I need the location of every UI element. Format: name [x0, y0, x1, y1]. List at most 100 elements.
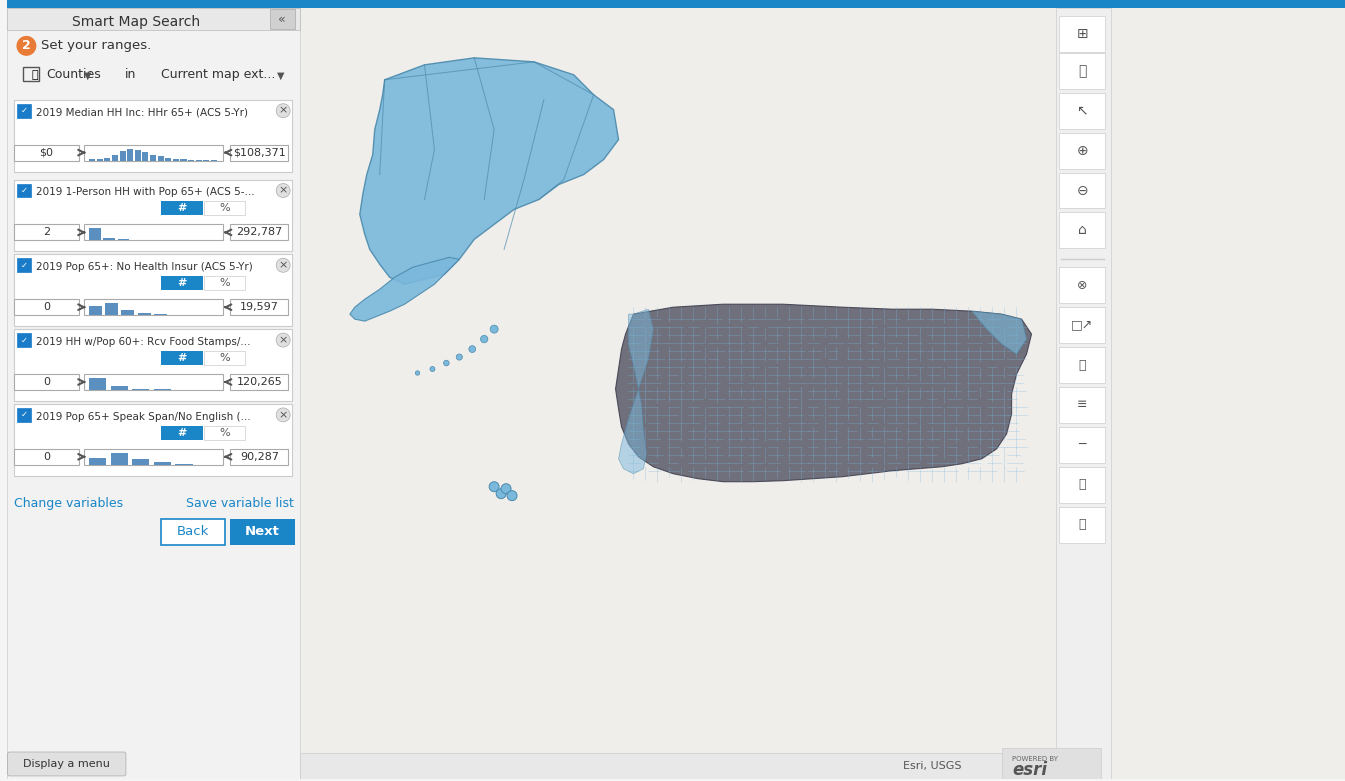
FancyBboxPatch shape	[7, 8, 300, 779]
Text: %: %	[219, 203, 230, 213]
Circle shape	[16, 36, 36, 56]
FancyBboxPatch shape	[112, 155, 118, 161]
Text: %: %	[219, 353, 230, 363]
Circle shape	[276, 104, 291, 118]
Text: ↖: ↖	[1076, 104, 1088, 118]
Circle shape	[502, 483, 511, 494]
Polygon shape	[972, 311, 1026, 354]
FancyBboxPatch shape	[89, 458, 106, 465]
Text: ⌂: ⌂	[1077, 223, 1087, 237]
FancyBboxPatch shape	[230, 519, 295, 544]
FancyBboxPatch shape	[89, 159, 95, 161]
Text: ≡: ≡	[1077, 398, 1088, 412]
Text: ⊕: ⊕	[1076, 144, 1088, 158]
FancyBboxPatch shape	[188, 159, 194, 161]
Text: ✓: ✓	[22, 106, 28, 116]
FancyBboxPatch shape	[1060, 133, 1106, 169]
FancyBboxPatch shape	[230, 224, 288, 241]
FancyBboxPatch shape	[134, 150, 141, 161]
Text: %: %	[219, 428, 230, 438]
Text: Display a menu: Display a menu	[23, 759, 110, 769]
FancyBboxPatch shape	[85, 144, 223, 161]
FancyBboxPatch shape	[104, 238, 114, 241]
FancyBboxPatch shape	[137, 313, 151, 316]
Text: 0: 0	[43, 377, 50, 387]
FancyBboxPatch shape	[85, 449, 223, 465]
FancyBboxPatch shape	[15, 299, 79, 316]
Text: Change variables: Change variables	[13, 497, 122, 510]
Text: ⊖: ⊖	[1076, 184, 1088, 198]
Text: Counties: Counties	[46, 68, 101, 81]
Circle shape	[507, 490, 516, 501]
Circle shape	[456, 354, 463, 360]
Text: %: %	[219, 278, 230, 288]
FancyBboxPatch shape	[151, 155, 156, 161]
Text: Save variable list: Save variable list	[187, 497, 295, 510]
FancyBboxPatch shape	[105, 303, 118, 316]
FancyBboxPatch shape	[17, 259, 31, 273]
Text: Smart Map Search: Smart Map Search	[71, 15, 200, 29]
Text: $0: $0	[39, 148, 54, 158]
Text: POWERED BY: POWERED BY	[1011, 756, 1057, 762]
Text: ─: ─	[1079, 438, 1085, 451]
FancyBboxPatch shape	[132, 389, 149, 390]
Text: esri: esri	[1011, 761, 1048, 779]
FancyBboxPatch shape	[89, 378, 106, 390]
Text: 0: 0	[43, 302, 50, 312]
FancyBboxPatch shape	[161, 426, 203, 440]
Text: ▼: ▼	[277, 71, 285, 80]
Polygon shape	[350, 257, 459, 321]
FancyBboxPatch shape	[203, 276, 245, 291]
Circle shape	[430, 366, 434, 372]
FancyBboxPatch shape	[161, 276, 203, 291]
FancyBboxPatch shape	[89, 305, 102, 316]
FancyBboxPatch shape	[1002, 748, 1102, 779]
Circle shape	[276, 408, 291, 422]
Text: ⊞: ⊞	[1076, 27, 1088, 41]
FancyBboxPatch shape	[270, 9, 295, 29]
Text: #: #	[178, 203, 187, 213]
Text: ×: ×	[278, 186, 288, 195]
Circle shape	[496, 489, 506, 499]
Text: Current map ext...: Current map ext...	[161, 68, 276, 81]
Text: Next: Next	[245, 525, 280, 538]
Text: 📄: 📄	[1079, 358, 1085, 372]
Text: 🚗: 🚗	[1079, 478, 1085, 491]
Polygon shape	[616, 304, 1032, 482]
Text: ✓: ✓	[22, 261, 28, 269]
FancyBboxPatch shape	[132, 458, 149, 465]
FancyBboxPatch shape	[203, 201, 245, 216]
Circle shape	[276, 259, 291, 273]
Text: ×: ×	[278, 410, 288, 420]
Text: 19,597: 19,597	[239, 302, 278, 312]
FancyBboxPatch shape	[1060, 173, 1106, 209]
Text: ✓: ✓	[22, 186, 28, 195]
FancyBboxPatch shape	[105, 159, 110, 161]
FancyBboxPatch shape	[17, 184, 31, 198]
FancyBboxPatch shape	[110, 387, 128, 390]
Text: ×: ×	[278, 335, 288, 345]
FancyBboxPatch shape	[203, 351, 245, 365]
FancyBboxPatch shape	[172, 159, 179, 161]
FancyBboxPatch shape	[1060, 53, 1106, 89]
Text: 2: 2	[22, 39, 31, 52]
FancyBboxPatch shape	[85, 224, 223, 241]
Text: 2019 HH w/Pop 60+: Rcv Food Stamps/...: 2019 HH w/Pop 60+: Rcv Food Stamps/...	[36, 337, 252, 347]
FancyBboxPatch shape	[1060, 93, 1106, 129]
Text: ✓: ✓	[22, 336, 28, 344]
FancyBboxPatch shape	[230, 374, 288, 390]
FancyBboxPatch shape	[1060, 347, 1106, 383]
FancyBboxPatch shape	[17, 333, 31, 347]
FancyBboxPatch shape	[7, 8, 300, 30]
Circle shape	[490, 482, 499, 492]
FancyBboxPatch shape	[121, 310, 134, 316]
Text: ✋: ✋	[1079, 64, 1087, 78]
FancyBboxPatch shape	[1060, 467, 1106, 503]
Text: 0: 0	[43, 451, 50, 462]
FancyBboxPatch shape	[161, 351, 203, 365]
Text: $108,371: $108,371	[233, 148, 285, 158]
FancyBboxPatch shape	[15, 180, 292, 251]
FancyBboxPatch shape	[161, 519, 226, 544]
FancyBboxPatch shape	[85, 299, 223, 316]
FancyBboxPatch shape	[230, 449, 288, 465]
